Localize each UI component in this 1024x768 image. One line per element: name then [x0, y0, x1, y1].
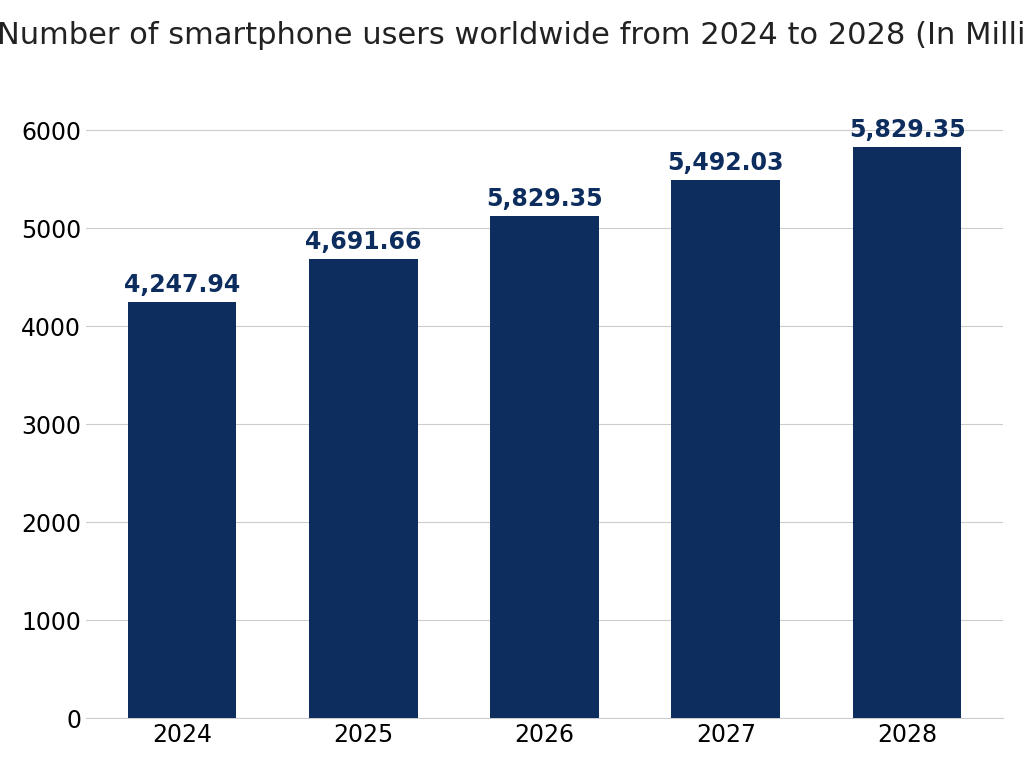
Bar	[128, 302, 237, 718]
Title: Number of smartphone users worldwide from 2024 to 2028 (In Millions): Number of smartphone users worldwide fro…	[0, 21, 1024, 50]
Bar	[490, 216, 599, 718]
Bar	[853, 147, 962, 718]
Text: 4,691.66: 4,691.66	[305, 230, 422, 253]
Text: 5,492.03: 5,492.03	[668, 151, 784, 175]
Bar	[309, 259, 418, 718]
Text: 5,829.35: 5,829.35	[486, 187, 603, 210]
Bar	[672, 180, 780, 718]
Text: 5,829.35: 5,829.35	[849, 118, 966, 142]
Text: 4,247.94: 4,247.94	[124, 273, 241, 297]
